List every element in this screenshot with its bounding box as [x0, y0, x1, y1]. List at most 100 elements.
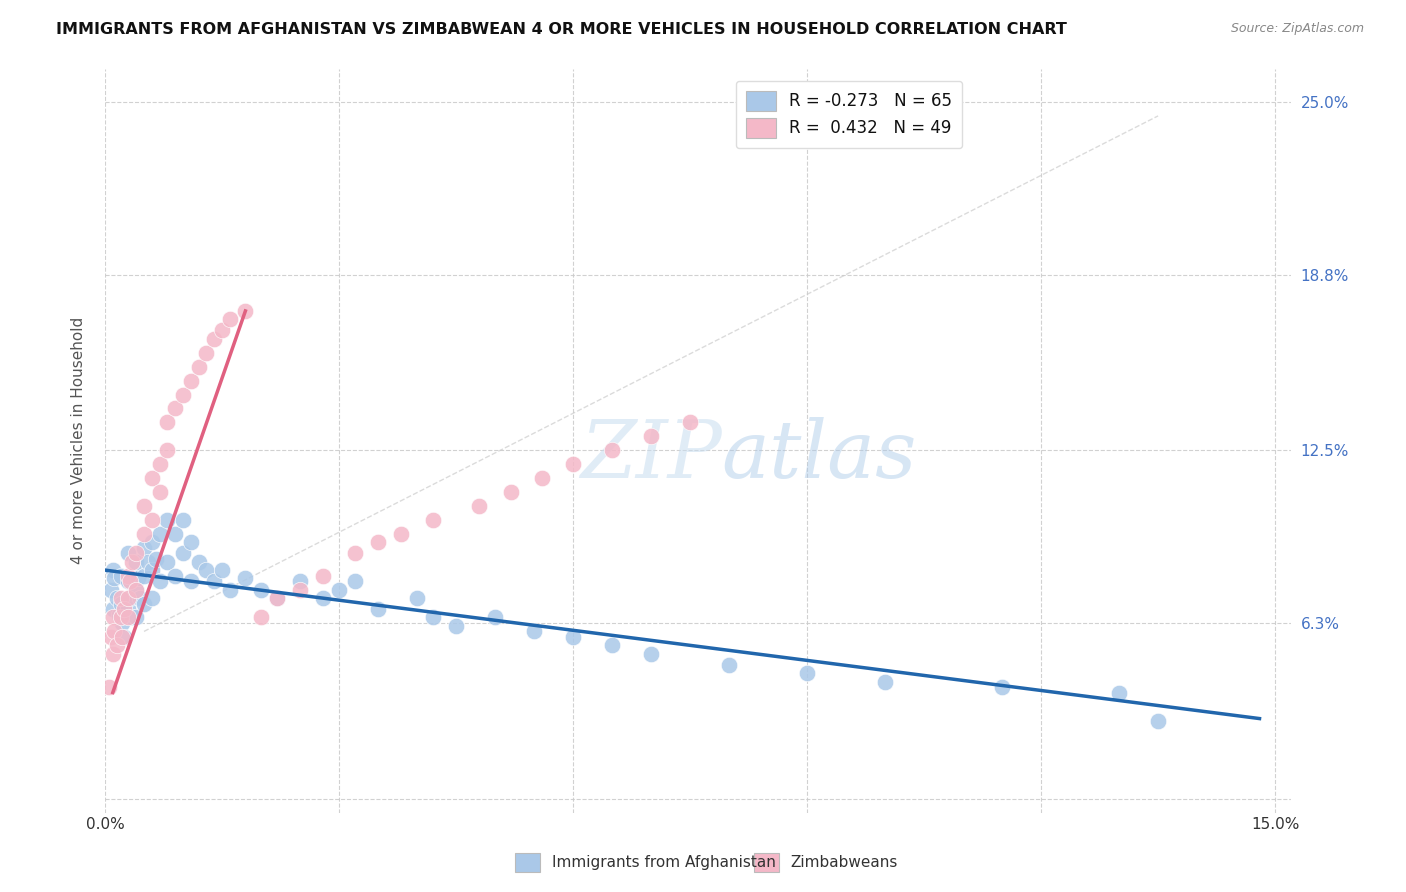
Point [250, 582, 273, 597]
Point [118, 591, 141, 605]
Point [105, 638, 128, 652]
Point [679, 416, 702, 430]
Point [132, 541, 155, 555]
Point [195, 563, 218, 577]
Point [132, 499, 155, 513]
Point [391, 527, 413, 541]
Point [101, 610, 124, 624]
Point [796, 666, 818, 681]
Point [312, 568, 335, 582]
Point [288, 574, 311, 589]
Point [1147, 714, 1170, 728]
Point [640, 429, 662, 443]
Text: Immigrants from Afghanistan: Immigrants from Afghanistan [551, 855, 776, 870]
Text: ZIP: ZIP [579, 417, 721, 494]
Point [165, 527, 187, 541]
Point [211, 323, 233, 337]
Point [172, 387, 194, 401]
Point [499, 485, 522, 500]
Point [141, 591, 163, 605]
Point [422, 513, 444, 527]
Point [523, 624, 546, 639]
Point [101, 563, 124, 577]
Point [125, 555, 148, 569]
Point [125, 610, 148, 624]
Point [156, 416, 179, 430]
Point [406, 591, 429, 605]
Point [165, 568, 187, 582]
Point [149, 574, 172, 589]
Point [444, 619, 467, 633]
Point [218, 312, 240, 326]
Point [600, 443, 623, 458]
Point [250, 610, 273, 624]
Point [172, 546, 194, 560]
Point [149, 485, 172, 500]
Point [202, 574, 225, 589]
Point [110, 610, 132, 624]
Point [111, 615, 134, 630]
Point [187, 555, 209, 569]
Text: IMMIGRANTS FROM AFGHANISTAN VS ZIMBABWEAN 4 OR MORE VEHICLES IN HOUSEHOLD CORREL: IMMIGRANTS FROM AFGHANISTAN VS ZIMBABWEA… [56, 22, 1067, 37]
Point [132, 527, 155, 541]
Point [484, 610, 506, 624]
Point [141, 513, 163, 527]
Point [180, 374, 202, 388]
Point [117, 574, 139, 589]
Point [187, 359, 209, 374]
Point [180, 574, 202, 589]
Point [103, 624, 125, 639]
Point [202, 332, 225, 346]
Text: Zimbabweans: Zimbabweans [790, 855, 898, 870]
Point [211, 563, 233, 577]
Point [132, 597, 155, 611]
Point [97, 680, 120, 694]
Point [562, 630, 585, 644]
Point [328, 582, 350, 597]
Y-axis label: 4 or more Vehicles in Household: 4 or more Vehicles in Household [72, 317, 86, 564]
Point [422, 610, 444, 624]
Point [117, 546, 139, 560]
Point [1108, 686, 1130, 700]
Point [121, 610, 143, 624]
Point [991, 680, 1014, 694]
Point [266, 591, 288, 605]
Point [100, 630, 122, 644]
Point [136, 555, 159, 569]
Point [312, 591, 335, 605]
Point [118, 574, 141, 589]
Point [718, 657, 741, 672]
Point [530, 471, 553, 485]
Point [141, 471, 163, 485]
Legend: R = -0.273   N = 65, R =  0.432   N = 49: R = -0.273 N = 65, R = 0.432 N = 49 [735, 80, 962, 148]
Point [562, 457, 585, 471]
Point [367, 602, 389, 616]
Point [111, 630, 134, 644]
Point [117, 610, 139, 624]
Point [101, 647, 124, 661]
Point [149, 527, 172, 541]
Point [129, 591, 152, 605]
Point [125, 546, 148, 560]
Point [108, 607, 131, 622]
Point [218, 582, 240, 597]
Point [172, 513, 194, 527]
Point [114, 602, 136, 616]
Point [145, 552, 167, 566]
Point [141, 563, 163, 577]
Point [149, 457, 172, 471]
Point [266, 591, 288, 605]
Point [121, 555, 143, 569]
Point [235, 572, 257, 586]
Text: atlas: atlas [721, 417, 917, 494]
Point [101, 602, 124, 616]
Point [156, 443, 179, 458]
Point [288, 582, 311, 597]
Point [103, 572, 125, 586]
Point [141, 535, 163, 549]
Point [640, 647, 662, 661]
Point [367, 535, 389, 549]
Point [343, 546, 366, 560]
Point [600, 638, 623, 652]
Point [110, 591, 132, 605]
